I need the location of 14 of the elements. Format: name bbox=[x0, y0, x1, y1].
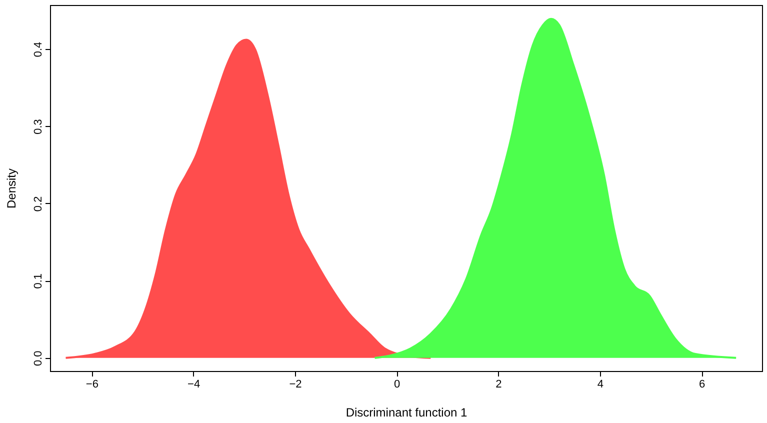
y-tick-label: 0.0 bbox=[32, 350, 44, 366]
x-tick-label: 6 bbox=[698, 378, 706, 390]
x-tick-label: 4 bbox=[597, 378, 604, 390]
y-tick-label: 0.2 bbox=[32, 196, 44, 212]
x-tick-label: −6 bbox=[86, 378, 98, 390]
x-tick-label: −4 bbox=[188, 378, 200, 390]
x-tick-label: 0 bbox=[394, 378, 400, 390]
x-tick-label: 2 bbox=[496, 378, 502, 390]
x-axis-title: Discriminant function 1 bbox=[346, 406, 468, 420]
y-tick-label: 0.1 bbox=[32, 274, 44, 289]
x-tick-label: −2 bbox=[289, 378, 302, 390]
y-axis-title: Density bbox=[4, 168, 18, 209]
y-tick-label: 0.4 bbox=[32, 42, 44, 58]
y-tick-label: 0.3 bbox=[32, 119, 44, 134]
